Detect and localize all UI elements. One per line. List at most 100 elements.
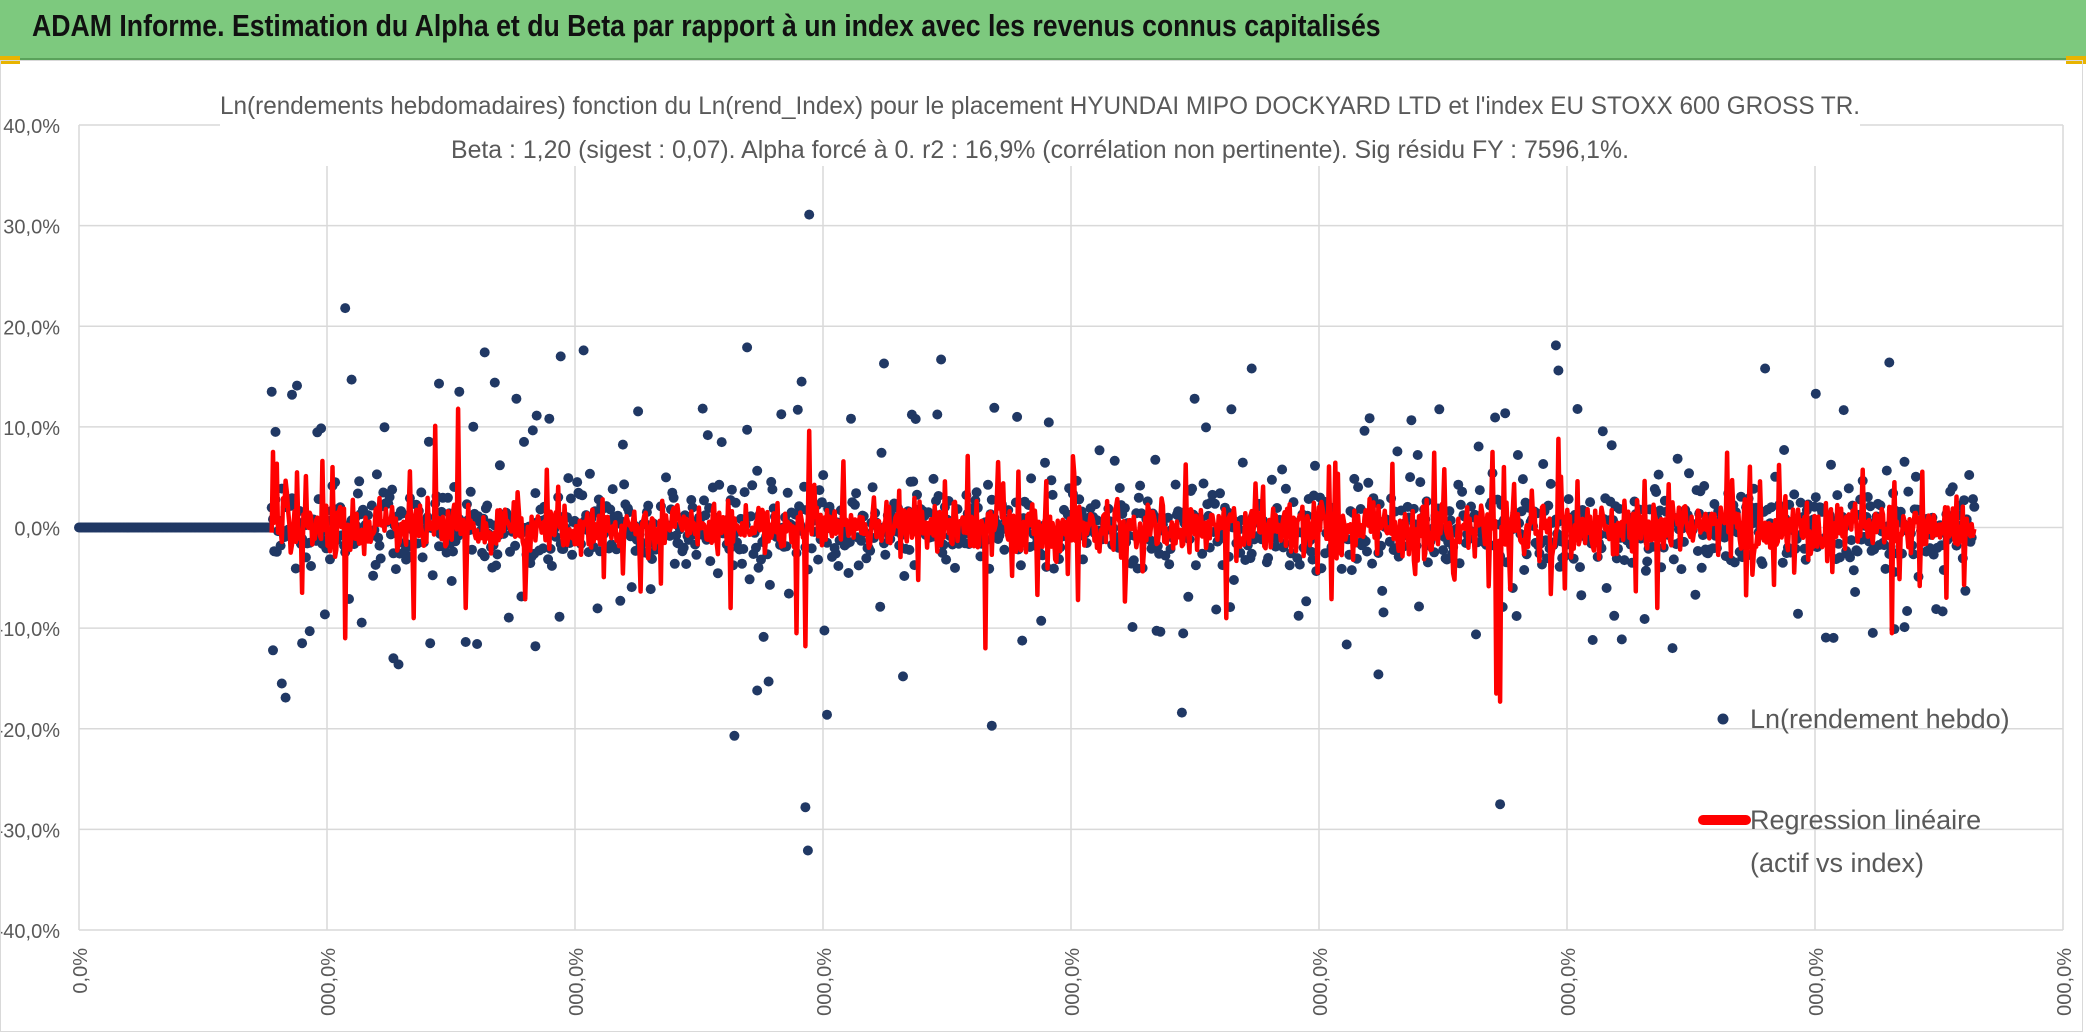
data-point bbox=[999, 544, 1010, 555]
data-point bbox=[1667, 643, 1678, 654]
data-point bbox=[861, 553, 872, 564]
data-point bbox=[546, 560, 557, 571]
data-point bbox=[986, 494, 997, 505]
data-point bbox=[352, 488, 363, 499]
data-point bbox=[1937, 606, 1948, 617]
data-point bbox=[691, 549, 702, 560]
data-point bbox=[1606, 440, 1617, 451]
x-tick-label: 000,0% bbox=[1558, 948, 1580, 1016]
data-point bbox=[592, 603, 603, 614]
y-tick-label: -40,0% bbox=[0, 921, 60, 943]
outlier-point bbox=[1176, 707, 1187, 718]
data-point bbox=[1406, 415, 1417, 426]
data-point bbox=[368, 570, 379, 581]
data-point bbox=[1572, 404, 1583, 414]
data-point bbox=[1336, 563, 1347, 574]
data-point bbox=[853, 560, 864, 571]
data-point bbox=[565, 493, 576, 504]
data-point bbox=[758, 631, 769, 642]
y-axis-labels: 40,0% 30,0% 20,0% 10,0% 0,0% -10,0% -20,0% -30,… bbox=[0, 116, 60, 943]
data-point bbox=[1826, 459, 1836, 470]
outlier-point bbox=[266, 386, 277, 397]
outlier-point bbox=[346, 374, 357, 385]
outlier-point bbox=[936, 354, 947, 365]
data-point bbox=[1880, 563, 1891, 574]
data-point bbox=[1142, 496, 1153, 507]
data-point bbox=[472, 639, 483, 649]
outlier-point bbox=[578, 345, 589, 356]
data-point bbox=[1119, 503, 1130, 514]
data-point bbox=[1585, 497, 1596, 508]
data-point bbox=[619, 479, 630, 490]
data-point bbox=[375, 553, 386, 564]
data-point bbox=[1237, 457, 1248, 468]
outlier-point bbox=[1760, 363, 1771, 374]
data-point bbox=[482, 500, 493, 511]
data-point bbox=[1867, 627, 1878, 638]
data-point bbox=[354, 476, 365, 487]
y-tick-label: 0,0% bbox=[14, 519, 60, 541]
data-point bbox=[1969, 501, 1980, 512]
outlier-point bbox=[1373, 669, 1384, 680]
data-point bbox=[1490, 412, 1501, 423]
data-point bbox=[737, 558, 747, 569]
data-point bbox=[1729, 557, 1740, 568]
data-point bbox=[425, 638, 436, 649]
data-point bbox=[668, 492, 679, 503]
data-point bbox=[615, 595, 626, 606]
data-point bbox=[1215, 488, 1225, 499]
data-point bbox=[572, 477, 583, 488]
data-point bbox=[816, 497, 827, 508]
data-point bbox=[1676, 564, 1687, 575]
data-point bbox=[1474, 485, 1485, 496]
data-point bbox=[814, 485, 825, 496]
outlier-point bbox=[989, 402, 1000, 413]
data-point bbox=[1294, 559, 1305, 570]
data-point bbox=[1699, 481, 1710, 491]
data-point bbox=[416, 487, 427, 498]
outlier-point bbox=[1553, 365, 1564, 376]
data-point bbox=[928, 473, 939, 484]
data-point bbox=[1133, 492, 1144, 503]
data-point bbox=[554, 611, 565, 622]
data-point bbox=[880, 549, 891, 560]
data-point bbox=[544, 413, 555, 424]
outlier-point bbox=[434, 378, 444, 389]
data-point bbox=[1968, 494, 1978, 505]
data-point bbox=[1789, 489, 1800, 500]
outlier-point bbox=[1495, 799, 1506, 810]
data-point bbox=[1757, 559, 1768, 569]
data-point bbox=[1848, 565, 1859, 576]
data-point bbox=[374, 540, 385, 551]
data-point bbox=[792, 404, 803, 415]
outlier-point bbox=[1899, 622, 1910, 633]
data-point bbox=[932, 409, 943, 420]
data-point bbox=[1155, 626, 1166, 637]
data-point bbox=[1960, 585, 1971, 596]
regression-line bbox=[269, 406, 1977, 704]
data-point bbox=[716, 437, 727, 448]
data-point bbox=[1284, 560, 1295, 571]
data-point bbox=[1519, 565, 1530, 575]
outlier-point bbox=[454, 386, 465, 397]
data-point bbox=[1576, 590, 1587, 601]
data-point bbox=[584, 468, 595, 479]
data-point bbox=[417, 552, 428, 563]
outlier-point bbox=[555, 351, 566, 362]
x-tick-label: 000,0% bbox=[1062, 948, 1084, 1016]
y-tick-label: -10,0% bbox=[0, 619, 60, 641]
outlier-point bbox=[393, 659, 404, 670]
data-point bbox=[1793, 608, 1803, 619]
outlier-point bbox=[729, 730, 740, 741]
data-point bbox=[494, 460, 505, 471]
data-point bbox=[1178, 628, 1189, 639]
x-axis-labels: 0,0% 000,0% 000,0% 000,0% 000,0% 000,0% 000,0%… bbox=[70, 948, 2076, 1016]
data-point bbox=[1047, 489, 1058, 500]
data-point bbox=[767, 484, 778, 495]
data-point bbox=[1672, 453, 1683, 464]
data-point bbox=[1959, 495, 1970, 506]
data-point bbox=[971, 487, 982, 498]
data-point bbox=[705, 556, 716, 567]
data-point bbox=[577, 490, 588, 501]
data-point bbox=[1198, 478, 1209, 489]
